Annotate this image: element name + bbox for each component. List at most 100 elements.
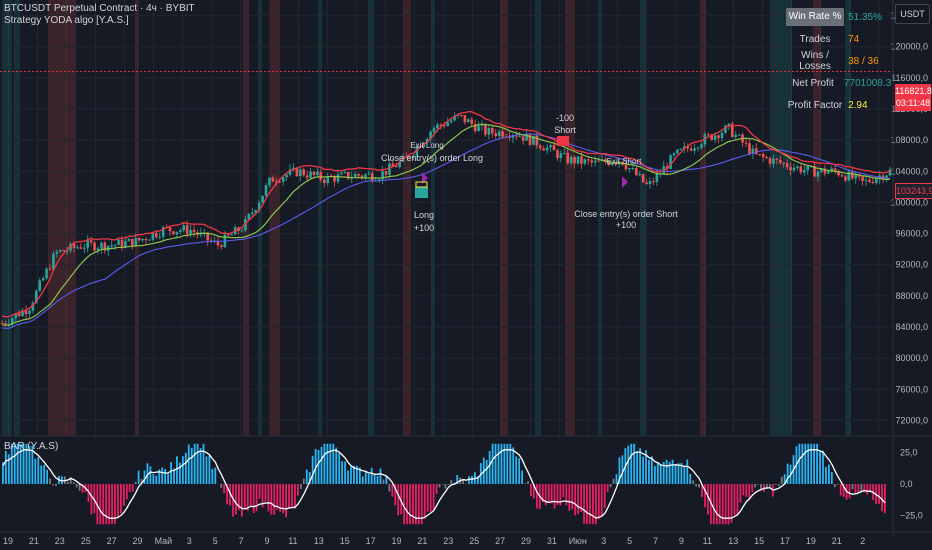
candle-body [768, 158, 772, 164]
osc-bar [52, 484, 54, 486]
candle-body [871, 181, 875, 184]
candle-body [130, 238, 134, 247]
osc-bar [807, 443, 810, 484]
oscillator: 25,0 0,0 −25,0 [2, 443, 923, 525]
candle-body [823, 168, 827, 174]
candle-body [412, 155, 415, 158]
osc-bar [571, 484, 574, 510]
osc-bar [344, 461, 346, 484]
stat-row-wins-losses: Wins / Losses 38 / 36 [786, 50, 888, 72]
candle-body [470, 119, 474, 124]
time-tick: 25 [469, 536, 479, 546]
candle-body [686, 146, 690, 149]
candle-body [124, 241, 127, 248]
osc-bar [426, 484, 429, 512]
osc-bar [140, 478, 143, 484]
candle-body [844, 176, 847, 181]
osc-bar [447, 484, 450, 485]
exit-long-label: Exit Long [410, 141, 443, 150]
osc-bar [438, 484, 441, 488]
osc-bar [707, 484, 709, 515]
osc-bar [441, 484, 444, 485]
close-long-label: Close entry(s) order Long [381, 153, 483, 163]
session-band [258, 0, 262, 436]
candle-body [508, 136, 511, 138]
close-short-label: Close entry(s) order Short [574, 209, 678, 219]
osc-bar [291, 484, 293, 508]
candle-body [480, 124, 484, 126]
ma-fast-line [1, 110, 891, 318]
osc-bar [509, 443, 512, 484]
candle-body [624, 164, 628, 170]
osc-bar [769, 484, 771, 488]
candle-body [830, 168, 834, 172]
candle-body [250, 212, 254, 215]
osc-bar [659, 464, 662, 484]
osc-bar [302, 478, 305, 484]
candle-body [833, 168, 837, 171]
osc-bar [285, 484, 287, 518]
candle-body [525, 134, 528, 141]
session-band [500, 0, 508, 436]
osc-bar [456, 475, 459, 484]
osc-bar [202, 443, 205, 484]
osc-bar [358, 467, 361, 484]
osc-bar [819, 451, 821, 484]
short-label: Short [554, 125, 576, 135]
osc-bar [521, 470, 523, 484]
osc-bar [674, 464, 677, 484]
osc-bar [515, 456, 518, 484]
candle-body [69, 243, 72, 251]
osc-bar [181, 456, 184, 484]
candle-body [295, 167, 299, 177]
osc-bar [462, 478, 464, 484]
grid-lines [0, 15, 893, 421]
session-bands [2, 0, 879, 436]
time-tick: 23 [55, 536, 65, 546]
candle-body [364, 174, 367, 178]
candle-body [806, 166, 810, 171]
osc-bar [648, 459, 650, 484]
osc-bar [603, 484, 606, 509]
candle-body [590, 160, 594, 163]
osc-bar [530, 484, 532, 497]
osc-bar [444, 484, 447, 489]
session-divider [182, 0, 183, 436]
price-tick: 104000,0 [890, 166, 928, 176]
candle-body [628, 168, 631, 170]
candle-body [86, 240, 90, 248]
osc-bar [541, 484, 544, 503]
candle-body [837, 170, 840, 176]
osc-bar [609, 484, 612, 488]
stat-label: Profit Factor [787, 99, 843, 111]
candle-body [216, 240, 220, 246]
osc-bar [559, 484, 562, 506]
osc-bar [211, 468, 214, 484]
osc-bar [589, 484, 591, 525]
osc-bar [158, 469, 161, 484]
time-tick: 9 [264, 536, 269, 546]
candle-body [826, 171, 830, 174]
strategy-title[interactable]: Strategy YODA algo [Y.A.S.] [4, 15, 129, 26]
osc-bar [143, 470, 146, 484]
session-divider [675, 0, 676, 436]
stat-value: 74 [848, 33, 860, 45]
candle-body [700, 144, 703, 148]
osc-bar [190, 447, 193, 484]
currency-button[interactable]: USDT [895, 4, 930, 24]
osc-bar [721, 484, 724, 525]
osc-bar [4, 450, 7, 484]
candle-body [185, 225, 189, 234]
oscillator-title[interactable]: BAR (Y.A.S) [4, 441, 59, 452]
stat-value: 38 / 36 [848, 55, 879, 67]
time-tick: 25 [81, 536, 91, 546]
session-divider [617, 0, 618, 436]
osc-bar [417, 484, 420, 525]
symbol-title[interactable]: BTCUSDT Perpetual Contract · 4ч · BYBIT [4, 3, 195, 14]
candle-body [751, 148, 755, 154]
osc-bar [701, 484, 703, 498]
osc-bar [167, 473, 169, 484]
osc-bar [128, 484, 131, 493]
candle-body [274, 181, 278, 183]
